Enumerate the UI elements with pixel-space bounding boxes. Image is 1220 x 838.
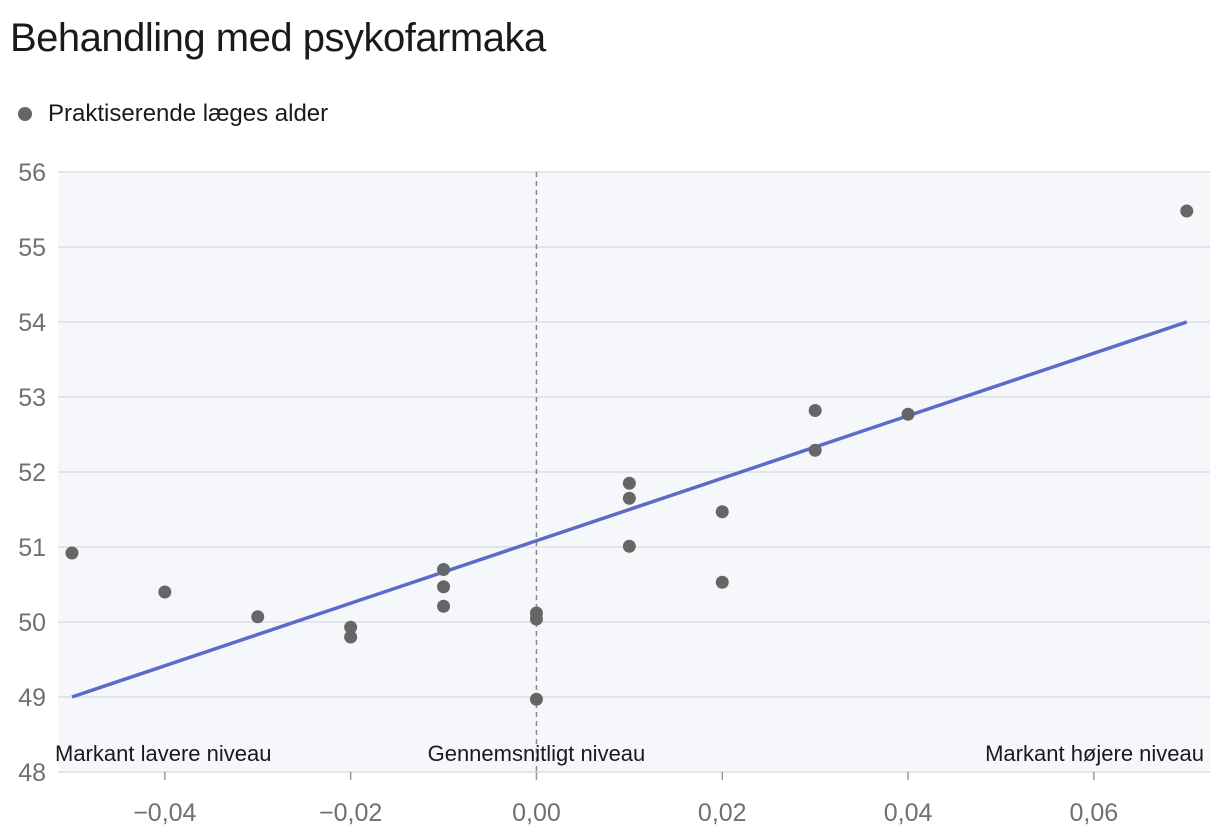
x-tick-label: 0,02 (698, 799, 747, 827)
data-point (901, 407, 915, 421)
annotation-label: Markant lavere niveau (55, 741, 271, 766)
data-point (622, 491, 636, 505)
data-point (1180, 204, 1194, 218)
trend-line (71, 320, 1188, 699)
data-point (65, 546, 79, 560)
legend-marker (18, 107, 32, 121)
data-point (529, 692, 543, 706)
x-tick-label: 0,06 (1070, 799, 1119, 827)
data-point (158, 585, 172, 599)
data-point (622, 539, 636, 553)
x-tick-label: 0,00 (512, 799, 561, 827)
y-tick-label: 49 (18, 684, 46, 712)
data-point (715, 505, 729, 519)
data-point (715, 575, 729, 589)
y-tick-label: 50 (18, 609, 46, 637)
data-point (251, 610, 265, 624)
y-tick-label: 53 (18, 384, 46, 412)
data-point (437, 563, 451, 576)
y-tick-label: 55 (18, 234, 46, 262)
y-tick-label: 52 (18, 459, 46, 487)
data-point (437, 580, 451, 594)
y-tick-label: 48 (18, 759, 46, 787)
data-point (344, 630, 358, 644)
y-tick-label: 51 (18, 534, 46, 562)
annotation-label: Markant højere niveau (985, 741, 1204, 766)
x-tick-label: −0,04 (133, 799, 196, 827)
data-point (622, 476, 636, 490)
y-tick-label: 54 (18, 309, 46, 337)
data-point (437, 599, 451, 613)
data-point (808, 404, 822, 417)
x-tick-label: 0,04 (884, 799, 933, 827)
data-point (344, 620, 358, 634)
chart-title: Behandling med psykofarmaka (10, 16, 546, 60)
y-tick-label: 56 (18, 159, 46, 187)
annotation-label: Gennemsnitligt niveau (428, 741, 646, 766)
chart-legend: Praktiserende læges alder (18, 100, 328, 128)
legend-label: Praktiserende læges alder (48, 100, 329, 127)
x-tick-label: −0,02 (319, 799, 382, 827)
data-point (808, 443, 822, 457)
data-point (529, 612, 543, 626)
